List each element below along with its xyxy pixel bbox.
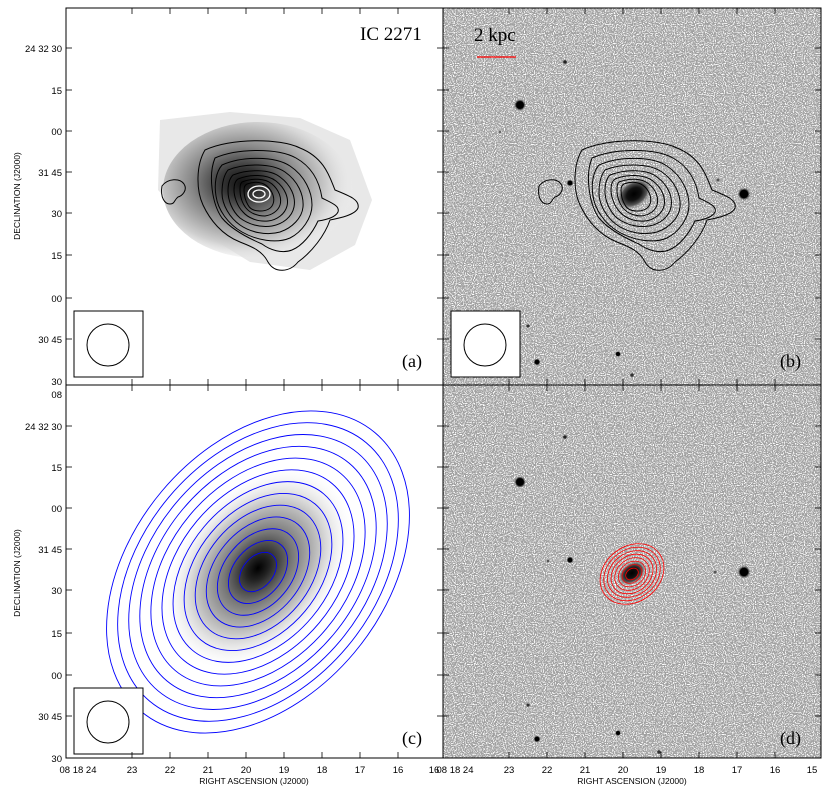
ytick-label: 30 [51, 377, 62, 388]
ytick-label: 15 [51, 463, 62, 474]
tick-marks [66, 8, 821, 758]
xtick-label: 08 18 24 [60, 765, 97, 776]
ytick-label: 24 32 30 [25, 44, 62, 55]
panel-d: (d) [443, 385, 821, 758]
field-stars-d [514, 435, 751, 754]
hi-contours-overlay [538, 140, 736, 271]
xtick-label: 18 [317, 765, 328, 776]
xtick-label: 17 [355, 765, 366, 776]
panel-c: (c) [66, 385, 443, 758]
contour-ring [599, 543, 665, 605]
ytick-label: 00 [51, 127, 62, 138]
x-ticks-left: 08 18 24 23 22 21 20 19 18 17 16 16 [60, 765, 440, 776]
xtick-label: 16 [770, 765, 781, 776]
contour-ring [607, 550, 657, 598]
ytick-label: 15 [51, 629, 62, 640]
panel-a: IC 2271 (a) [66, 8, 443, 385]
contour-ring [610, 553, 654, 595]
panel-label-a: (a) [402, 351, 422, 372]
contour-ring [216, 528, 300, 616]
ytick-label: 00 [51, 504, 62, 515]
ytick-label: 30 45 [38, 335, 62, 346]
ytick-label: 30 [51, 586, 62, 597]
beam-ellipse-c [86, 700, 130, 744]
xtick-label: 08 18 24 [437, 765, 474, 776]
scale-bar-label: 2 kpc [474, 25, 516, 46]
x-axis-label-right: RIGHT ASCENSION (J2000) [577, 776, 687, 786]
ytick-label: 15 [51, 86, 62, 97]
beam-box-c [73, 687, 144, 755]
ytick-label: 00 [51, 671, 62, 682]
x-ticks-right: 08 18 24 23 22 21 20 19 18 17 16 15 [437, 765, 818, 776]
xtick-label: 22 [542, 765, 553, 776]
ytick-label: 30 [51, 754, 62, 765]
contour-ring [205, 516, 311, 628]
contour-ring [239, 551, 277, 593]
contour-ring [194, 504, 322, 640]
ytick-label: 15 [51, 251, 62, 262]
xtick-label: 23 [127, 765, 138, 776]
contour-ring [621, 564, 643, 584]
galaxy-name: IC 2271 [360, 24, 422, 45]
panel-b: 2 kpc (b) [443, 8, 821, 385]
contour-ring [172, 481, 344, 663]
xtick-label: 19 [656, 765, 667, 776]
contour-ring [161, 469, 355, 675]
beam-box [73, 310, 144, 378]
contour-ring [617, 560, 647, 588]
ytick-label: 30 45 [38, 712, 62, 723]
contour-ring [117, 422, 399, 722]
y-axis-label-top: DECLINATION (J2000) [12, 152, 22, 240]
ytick-label: 31 45 [38, 545, 62, 556]
beam-box-b [450, 310, 521, 378]
panel-label-c: (c) [402, 728, 422, 749]
hi-contours [161, 140, 359, 271]
peak-contour [247, 185, 271, 203]
contour-ring [614, 557, 650, 591]
xtick-label: 20 [241, 765, 252, 776]
y-ticks-top: 24 32 30 15 00 31 45 30 15 00 30 45 30 [25, 44, 62, 388]
ytick-label: 00 [51, 294, 62, 305]
panel-label-d: (d) [780, 728, 801, 749]
xtick-label: 19 [279, 765, 290, 776]
y-axis-label-bottom: DECLINATION (J2000) [12, 529, 22, 617]
beam-ellipse-b [463, 323, 507, 367]
contour-ring [139, 445, 377, 699]
xtick-label: 21 [203, 765, 214, 776]
y-ticks-bottom: 08 24 32 30 15 00 31 45 30 15 00 30 45 3… [25, 390, 62, 765]
panel-label-b: (b) [780, 351, 801, 372]
xtick-label: 16 [429, 765, 440, 776]
contour-ring [625, 567, 639, 581]
beam-ellipse [86, 323, 130, 367]
ytick-label: 31 45 [38, 168, 62, 179]
ytick-label: 30 [51, 209, 62, 220]
xtick-label: 16 [393, 765, 404, 776]
x-axis-label-left: RIGHT ASCENSION (J2000) [199, 776, 309, 786]
xtick-label: 20 [618, 765, 629, 776]
xtick-label: 22 [165, 765, 176, 776]
contour-ring [228, 540, 288, 604]
contour-ring [183, 492, 333, 652]
contour-ring [150, 457, 366, 687]
xtick-label: 23 [504, 765, 515, 776]
optical-model-contours [599, 543, 665, 605]
xtick-label: 21 [580, 765, 591, 776]
xtick-label: 18 [694, 765, 705, 776]
contour-ring [603, 546, 661, 602]
ytick-label: 24 32 30 [25, 422, 62, 433]
contour-ring [128, 434, 388, 710]
xtick-label: 15 [807, 765, 818, 776]
smoothed-image [161, 465, 355, 671]
field-stars [498, 60, 751, 377]
ytick-label: 08 [51, 390, 62, 401]
xtick-label: 17 [732, 765, 743, 776]
